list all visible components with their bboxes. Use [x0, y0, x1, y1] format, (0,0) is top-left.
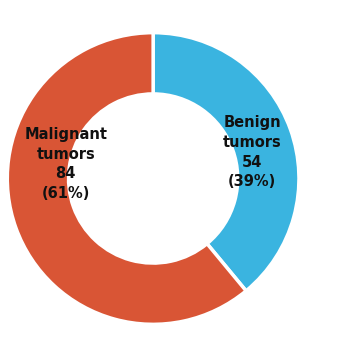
Wedge shape [7, 33, 246, 324]
Text: Malignant
tumors
84
(61%): Malignant tumors 84 (61%) [24, 127, 107, 201]
Wedge shape [153, 33, 299, 291]
Text: Benign
tumors
54
(39%): Benign tumors 54 (39%) [223, 115, 282, 190]
